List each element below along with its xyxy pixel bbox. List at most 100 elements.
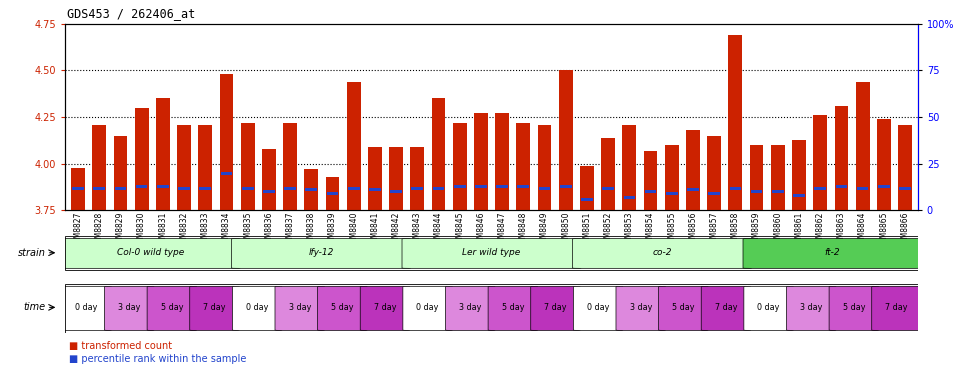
Text: strain: strain xyxy=(17,248,46,258)
Bar xyxy=(453,123,467,210)
Text: 5 day: 5 day xyxy=(843,303,865,312)
Bar xyxy=(792,139,805,210)
Bar xyxy=(326,192,338,195)
Bar xyxy=(835,185,848,188)
Bar xyxy=(157,185,169,188)
Text: time: time xyxy=(23,302,46,312)
Bar xyxy=(113,136,128,210)
FancyBboxPatch shape xyxy=(445,286,495,330)
Bar xyxy=(581,198,593,201)
Text: 5 day: 5 day xyxy=(331,303,353,312)
Bar xyxy=(623,196,636,199)
Bar xyxy=(412,187,423,190)
Text: co-2: co-2 xyxy=(652,248,672,257)
Bar xyxy=(813,115,828,210)
Text: Ler wild type: Ler wild type xyxy=(463,248,520,257)
Bar xyxy=(347,82,361,210)
Bar xyxy=(179,187,190,190)
Bar xyxy=(643,151,658,210)
Bar xyxy=(92,124,107,210)
FancyBboxPatch shape xyxy=(872,286,922,330)
Text: 7 day: 7 day xyxy=(885,303,908,312)
Bar xyxy=(878,185,890,188)
Bar xyxy=(348,187,360,190)
Bar xyxy=(262,149,276,210)
FancyBboxPatch shape xyxy=(275,286,324,330)
Bar xyxy=(834,106,849,210)
Text: 7 day: 7 day xyxy=(544,303,566,312)
Bar xyxy=(729,35,742,210)
Bar xyxy=(686,130,700,210)
Bar xyxy=(876,119,891,210)
Bar xyxy=(283,123,297,210)
FancyBboxPatch shape xyxy=(232,286,282,330)
Bar xyxy=(114,187,127,190)
Text: GDS453 / 262406_at: GDS453 / 262406_at xyxy=(67,7,196,20)
FancyBboxPatch shape xyxy=(147,286,197,330)
Bar xyxy=(135,185,148,188)
FancyBboxPatch shape xyxy=(403,286,452,330)
FancyBboxPatch shape xyxy=(829,286,878,330)
Bar xyxy=(751,190,762,193)
Bar xyxy=(899,124,912,210)
Text: 3 day: 3 day xyxy=(289,303,311,312)
Bar xyxy=(474,113,488,210)
Bar xyxy=(560,185,571,188)
FancyBboxPatch shape xyxy=(573,286,623,330)
FancyBboxPatch shape xyxy=(61,286,111,330)
Bar xyxy=(580,166,594,210)
Bar xyxy=(242,187,253,190)
Bar xyxy=(900,187,911,190)
Bar xyxy=(304,169,318,210)
Text: 5 day: 5 day xyxy=(160,303,183,312)
Bar xyxy=(432,98,445,210)
FancyBboxPatch shape xyxy=(105,286,154,330)
Text: 0 day: 0 day xyxy=(246,303,268,312)
Bar xyxy=(855,82,870,210)
Bar xyxy=(369,188,381,191)
FancyBboxPatch shape xyxy=(61,239,240,268)
Bar xyxy=(433,187,444,190)
Text: ■ percentile rank within the sample: ■ percentile rank within the sample xyxy=(69,354,247,365)
Text: 5 day: 5 day xyxy=(501,303,524,312)
Text: 3 day: 3 day xyxy=(459,303,481,312)
Bar xyxy=(389,147,403,210)
Text: 0 day: 0 day xyxy=(76,303,98,312)
Text: Col-0 wild type: Col-0 wild type xyxy=(117,248,184,257)
Bar xyxy=(665,145,679,210)
Bar xyxy=(496,185,508,188)
Bar xyxy=(856,187,869,190)
FancyBboxPatch shape xyxy=(488,286,538,330)
Text: 3 day: 3 day xyxy=(800,303,823,312)
Bar xyxy=(793,194,804,197)
Bar xyxy=(645,190,657,193)
FancyBboxPatch shape xyxy=(572,239,752,268)
Text: 0 day: 0 day xyxy=(587,303,610,312)
FancyBboxPatch shape xyxy=(402,239,581,268)
Bar xyxy=(772,190,783,193)
Bar xyxy=(134,108,149,210)
Text: 0 day: 0 day xyxy=(417,303,439,312)
Text: 3 day: 3 day xyxy=(630,303,652,312)
Text: lfy-12: lfy-12 xyxy=(308,248,334,257)
FancyBboxPatch shape xyxy=(659,286,708,330)
Bar xyxy=(475,185,487,188)
FancyBboxPatch shape xyxy=(786,286,836,330)
Bar xyxy=(199,124,212,210)
Bar xyxy=(730,187,741,190)
Bar xyxy=(156,98,170,210)
Bar xyxy=(71,168,84,210)
Text: ■ transformed count: ■ transformed count xyxy=(69,340,172,351)
Bar xyxy=(241,123,254,210)
FancyBboxPatch shape xyxy=(616,286,665,330)
Bar xyxy=(221,172,232,175)
FancyBboxPatch shape xyxy=(360,286,410,330)
Bar xyxy=(368,147,382,210)
Text: 3 day: 3 day xyxy=(118,303,140,312)
Bar xyxy=(495,113,509,210)
Bar xyxy=(454,185,466,188)
Text: ft-2: ft-2 xyxy=(825,248,840,257)
Text: 7 day: 7 day xyxy=(204,303,226,312)
Bar xyxy=(814,187,826,190)
Bar xyxy=(708,136,721,210)
